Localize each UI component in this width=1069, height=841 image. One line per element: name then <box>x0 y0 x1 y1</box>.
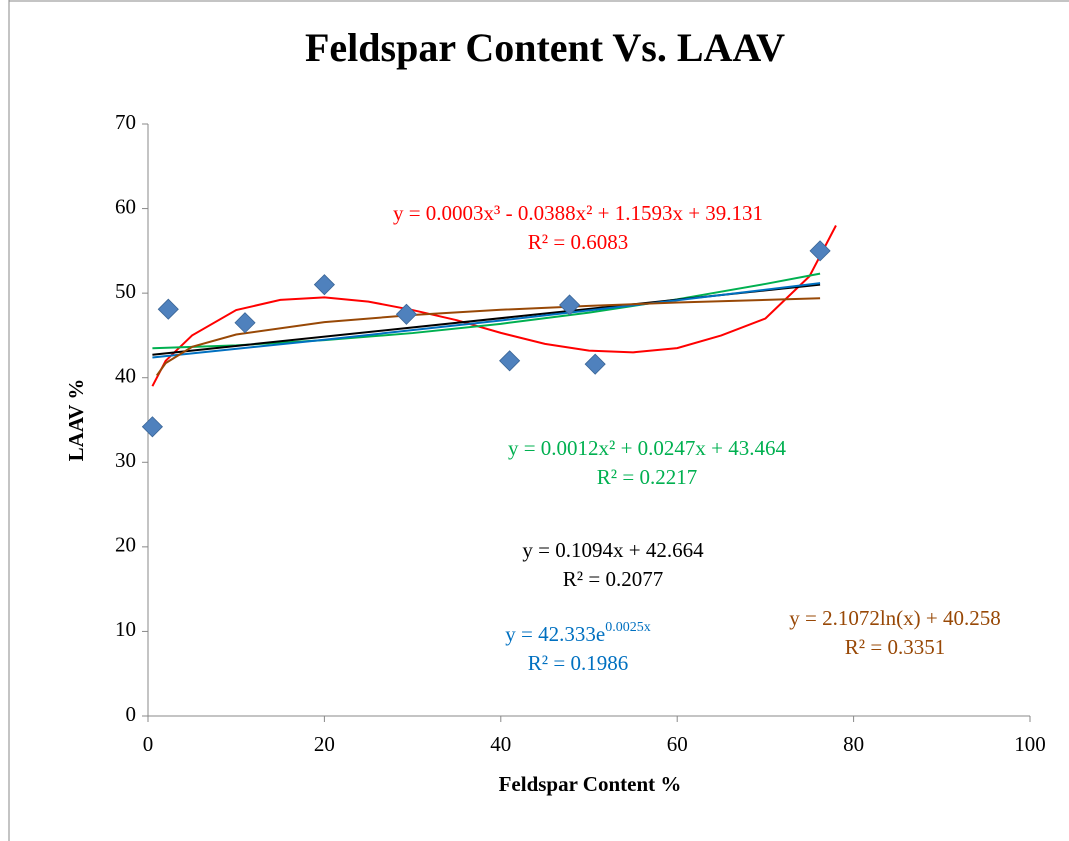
x-tick-label: 20 <box>314 732 335 756</box>
x-tick-label: 40 <box>490 732 511 756</box>
trendline-equation: y = 0.1094x + 42.664 <box>522 538 704 562</box>
y-tick-label: 30 <box>115 448 136 472</box>
y-axis-title: LAAV % <box>64 379 88 462</box>
x-tick-label: 60 <box>667 732 688 756</box>
chart-title: Feldspar Content Vs. LAAV <box>305 25 785 70</box>
data-point <box>313 274 335 296</box>
data-point <box>584 353 606 375</box>
x-tick-label: 100 <box>1014 732 1046 756</box>
trendline-r2: R² = 0.3351 <box>845 635 945 659</box>
y-tick-label: 20 <box>115 533 136 557</box>
equation-superscript: 0.0025x <box>605 620 651 635</box>
data-point <box>395 303 417 325</box>
y-tick-label: 10 <box>115 617 136 641</box>
y-tick-label: 40 <box>115 364 136 388</box>
trendline <box>151 225 837 387</box>
equation-text: y = 0.0012x² + 0.0247x + 43.464 <box>508 436 787 460</box>
data-point <box>809 240 831 262</box>
y-tick-label: 50 <box>115 279 136 303</box>
data-point <box>141 416 163 438</box>
trendline-r2: R² = 0.6083 <box>528 230 628 254</box>
x-tick-label: 80 <box>843 732 864 756</box>
y-tick-label: 70 <box>115 110 136 134</box>
x-axis-title: Feldspar Content % <box>499 772 682 796</box>
data-point <box>157 298 179 320</box>
y-tick-label: 60 <box>115 194 136 218</box>
trendline-r2: R² = 0.1986 <box>528 651 628 675</box>
equation-text: y = 42.333e <box>505 622 605 646</box>
equation-text: y = 0.1094x + 42.664 <box>522 538 704 562</box>
trendline <box>152 282 821 359</box>
x-tick-label: 0 <box>143 732 154 756</box>
trendline-r2: R² = 0.2217 <box>597 465 697 489</box>
equation-text: y = 2.1072ln(x) + 40.258 <box>789 606 1001 630</box>
trendline-r2: R² = 0.2077 <box>563 567 663 591</box>
trendline-equation: y = 42.333e0.0025x <box>505 620 650 646</box>
y-tick-label: 0 <box>126 702 137 726</box>
data-point <box>499 350 521 372</box>
equation-text: y = 0.0003x³ - 0.0388x² + 1.1593x + 39.1… <box>393 201 763 225</box>
trendline-equation: y = 0.0012x² + 0.0247x + 43.464 <box>508 436 787 460</box>
trendline-equation: y = 2.1072ln(x) + 40.258 <box>789 606 1001 630</box>
trendline <box>156 297 821 377</box>
data-point <box>234 312 256 334</box>
trendline-equation: y = 0.0003x³ - 0.0388x² + 1.1593x + 39.1… <box>393 201 763 225</box>
data-point <box>559 294 581 316</box>
